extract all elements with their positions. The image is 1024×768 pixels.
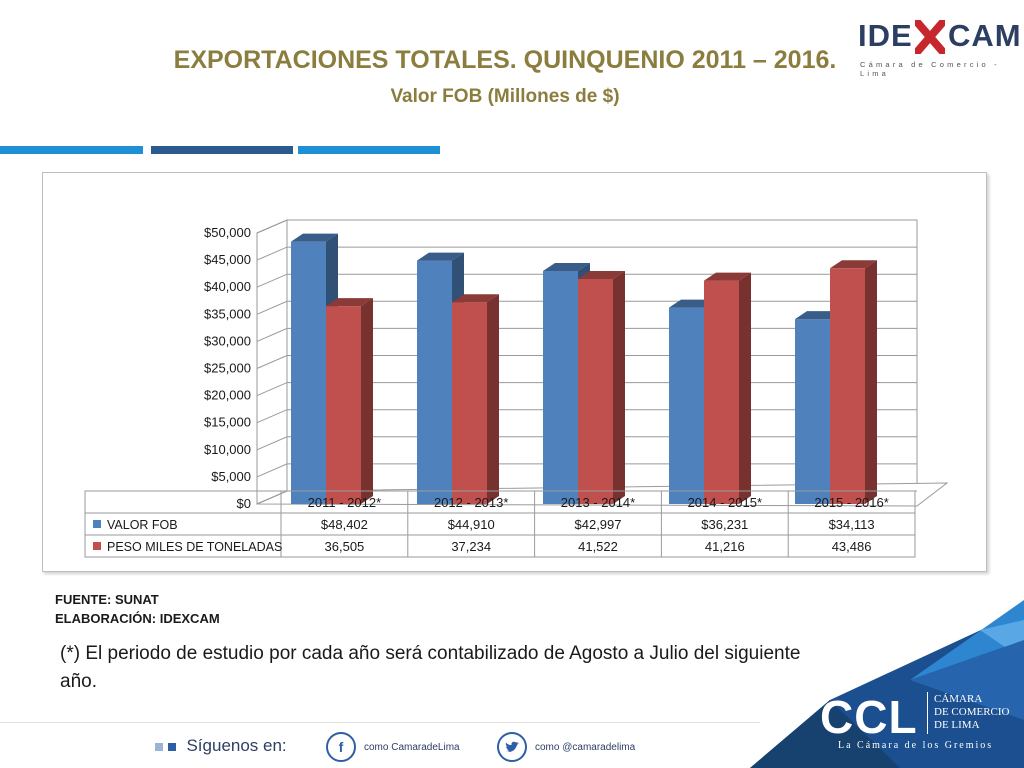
data-label: $42,997 (575, 517, 622, 532)
facebook-label: como CamaradeLima (364, 741, 460, 753)
bar (578, 278, 613, 504)
bar (291, 241, 326, 504)
idexcam-logo: IDE CAM Cámara de Comercio - Lima (858, 18, 1021, 78)
ccl-slogan: La Cámara de los Gremios (838, 740, 994, 751)
ccl-name-line: DE LIMA (934, 719, 980, 731)
elaboration-line: ELABORACIÓN: IDEXCAM (55, 611, 220, 626)
ccl-corner-graphic (750, 600, 1024, 768)
data-label: $34,113 (829, 517, 875, 532)
bar-top (578, 270, 625, 279)
follow-us: Síguenos en: (155, 736, 287, 756)
x-tick-label: 2011 - 2012* (308, 495, 382, 510)
data-label: 41,522 (578, 539, 618, 554)
bar (326, 306, 361, 504)
ccl-logo: CCL (820, 691, 918, 743)
bar (669, 307, 704, 504)
bar-side (739, 272, 751, 504)
bar-side (487, 294, 499, 504)
bar-top (326, 298, 373, 307)
y-tick-label: $35,000 (204, 306, 251, 321)
bar-side (613, 270, 625, 504)
data-label: 36,505 (325, 539, 365, 554)
y-tick-label: $40,000 (204, 279, 251, 294)
source-note: FUENTE: SUNAT ELABORACIÓN: IDEXCAM (55, 590, 220, 628)
divider-bar-2 (151, 146, 293, 154)
ccl-name-line: DE COMERCIO (934, 706, 1010, 718)
data-label: $44,910 (448, 517, 495, 532)
bar (704, 280, 739, 504)
legend-swatch (93, 542, 101, 550)
logo-word-right: CAM (948, 18, 1022, 53)
logo-x-mark (915, 20, 945, 54)
ccl-name-line: CÁMARA (934, 693, 983, 705)
y-tick-label: $50,000 (204, 225, 251, 240)
legend-swatch (93, 520, 101, 528)
bar (543, 270, 578, 504)
bar (417, 260, 452, 504)
bar-side (361, 298, 373, 504)
twitter-link[interactable]: como @camaradelima (497, 732, 635, 762)
data-label: $36,231 (701, 517, 748, 532)
data-label: 37,234 (451, 539, 491, 554)
facebook-link[interactable]: f como CamaradeLima (326, 732, 460, 762)
y-tick-label: $5,000 (211, 469, 251, 484)
y-tick-label: $45,000 (204, 252, 251, 267)
x-tick-label: 2014 - 2015* (688, 495, 762, 510)
y-tick-label: $20,000 (204, 388, 251, 403)
logo-word-left: IDE (858, 18, 913, 53)
facebook-icon[interactable]: f (326, 732, 356, 762)
square-icon (167, 742, 176, 751)
period-note: (*) El periodo de estudio por cada año s… (60, 643, 801, 692)
legend-label: PESO MILES DE TONELADAS (107, 540, 282, 554)
bar (830, 268, 865, 504)
footer-divider (0, 722, 760, 723)
y-tick-label: $0 (237, 496, 251, 511)
gridline (256, 246, 917, 261)
gridline (256, 273, 917, 288)
ccl-name: CÁMARA DE COMERCIO DE LIMA (934, 693, 1009, 732)
bar-top (452, 294, 499, 303)
x-tick-label: 2015 - 2016* (814, 495, 888, 510)
bar-top (704, 272, 751, 281)
bar (795, 319, 830, 504)
y-tick-label: $25,000 (204, 361, 251, 376)
bar (452, 302, 487, 504)
data-label: 43,486 (832, 539, 872, 554)
square-icon (155, 742, 163, 751)
divider-bar-1 (0, 146, 143, 154)
bar-top (417, 252, 464, 261)
bar-side (865, 260, 877, 504)
gridline (256, 219, 917, 234)
bar-top (830, 260, 877, 269)
x-tick-label: 2013 - 2014* (561, 495, 635, 510)
y-tick-label: $30,000 (204, 333, 251, 348)
ccl-divider (927, 692, 928, 734)
logo-tagline: Cámara de Comercio - Lima (860, 60, 1000, 78)
legend-label: VALOR FOB (107, 518, 178, 532)
twitter-icon[interactable] (497, 732, 527, 762)
twitter-label: como @camaradelima (535, 741, 636, 753)
source-line: FUENTE: SUNAT (55, 592, 159, 607)
divider-bar-3 (298, 146, 440, 154)
data-label: 41,216 (705, 539, 745, 554)
bar-top (543, 262, 590, 271)
y-tick-label: $15,000 (204, 415, 251, 430)
data-label: $48,402 (321, 517, 368, 532)
follow-label: Síguenos en: (186, 736, 287, 755)
bar-chart: $0 $5,000 $10,000 $15,000 $20,000 $25,000 $30,… (84, 219, 949, 558)
page-subtitle: Valor FOB (Millones de $) (390, 86, 620, 107)
y-tick-label: $10,000 (204, 442, 251, 457)
bar-top (291, 233, 338, 242)
x-tick-label: 2012 - 2013* (434, 495, 508, 510)
page-title: EXPORTACIONES TOTALES. QUINQUENIO 2011 –… (173, 46, 837, 74)
chart-container: $0 $5,000 $10,000 $15,000 $20,000 $25,000 $30,… (42, 172, 987, 572)
